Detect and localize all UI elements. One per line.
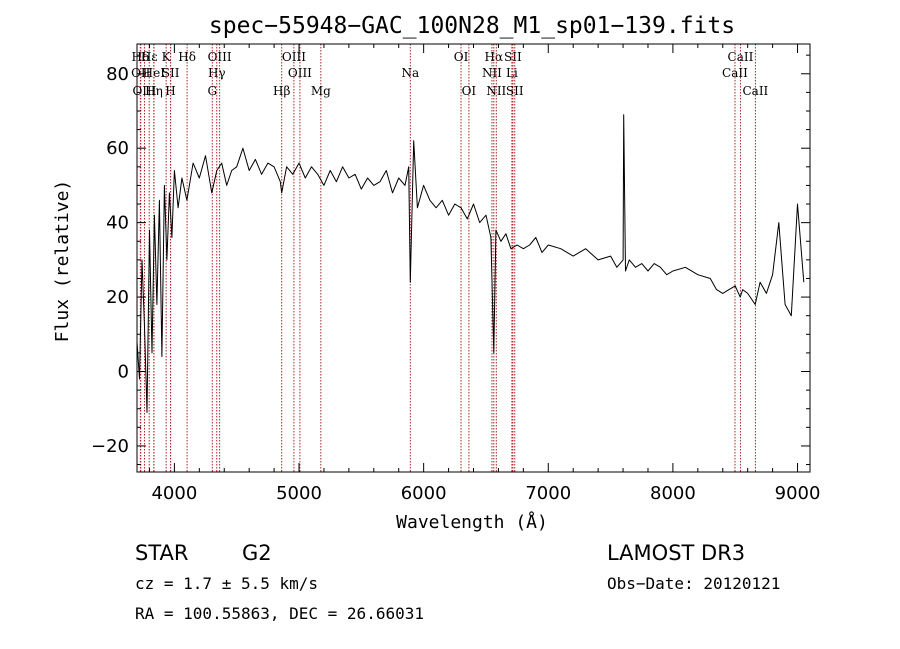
- line-label-22: NII: [486, 84, 506, 98]
- x-tick-label-2: 6000: [401, 483, 447, 504]
- y-axis: −20 0 20 40 60 80: [91, 54, 810, 466]
- x-tick-label-4: 8000: [650, 483, 696, 504]
- x-axis-label: Wavelength (Å): [396, 511, 548, 533]
- line-label-6: K: [162, 50, 172, 64]
- line-label-7: SII: [162, 66, 180, 80]
- line-label-24: Li: [506, 66, 518, 80]
- flux-series: [136, 114, 805, 413]
- line-label-4: HeI: [143, 66, 166, 80]
- line-label-13: Hβ: [273, 84, 290, 98]
- x-tick-label-3: 7000: [525, 483, 571, 504]
- y-tick-label-2: 20: [106, 287, 129, 308]
- redshift-cz: cz = 1.7 ± 5.5 km/s: [135, 574, 318, 593]
- series-line-0: [136, 114, 805, 413]
- line-label-25: SII: [506, 84, 524, 98]
- line-label-20: Hα: [485, 50, 504, 64]
- object-class: STAR: [135, 541, 188, 565]
- x-tick-label-1: 5000: [276, 483, 322, 504]
- plot-frame: [136, 43, 811, 473]
- line-label-16: Mg: [311, 84, 331, 98]
- line-label-21: NII: [482, 66, 502, 80]
- line-label-1: OII: [131, 66, 151, 80]
- line-label-15: OIII: [288, 66, 312, 80]
- x-tick-label-0: 4000: [151, 483, 197, 504]
- chart-title: spec−55948−GAC_100N28_M1_sp01−139.fits: [209, 13, 735, 39]
- line-label-23: SII: [504, 50, 522, 64]
- y-tick-label-1: 0: [118, 362, 129, 383]
- y-tick-label-5: 80: [106, 64, 129, 85]
- y-axis-label: Flux (relative): [52, 180, 73, 343]
- observation-date: Obs−Date: 20120121: [607, 574, 780, 593]
- line-label-8: H: [165, 84, 175, 98]
- line-label-10: OIII: [208, 50, 232, 64]
- line-label-14: OIII: [282, 50, 306, 64]
- line-label-5: Hη: [145, 84, 163, 98]
- line-label-26: CaII: [728, 50, 754, 64]
- line-label-9: Hδ: [178, 50, 196, 64]
- coordinates: RA = 100.55863, DEC = 26.66031: [135, 604, 424, 623]
- y-tick-label-4: 60: [106, 138, 129, 159]
- line-label-17: Na: [401, 66, 419, 80]
- line-label-12: G: [207, 84, 217, 98]
- line-label-27: CaII: [722, 66, 748, 80]
- line-label-18: OI: [454, 50, 469, 64]
- line-label-28: CaII: [742, 84, 768, 98]
- x-tick-label-5: 9000: [775, 483, 821, 504]
- line-label-3: Hε: [141, 50, 158, 64]
- y-tick-label-3: 40: [106, 213, 129, 234]
- survey-name: LAMOST DR3: [607, 541, 745, 565]
- y-tick-label-0: −20: [91, 436, 129, 457]
- x-axis: 4000 5000 6000 7000 8000 9000: [148, 44, 821, 504]
- line-label-11: Hγ: [208, 66, 226, 80]
- line-label-2: OIII: [132, 84, 156, 98]
- object-subclass: G2: [242, 541, 272, 565]
- line-label-19: OI: [462, 84, 477, 98]
